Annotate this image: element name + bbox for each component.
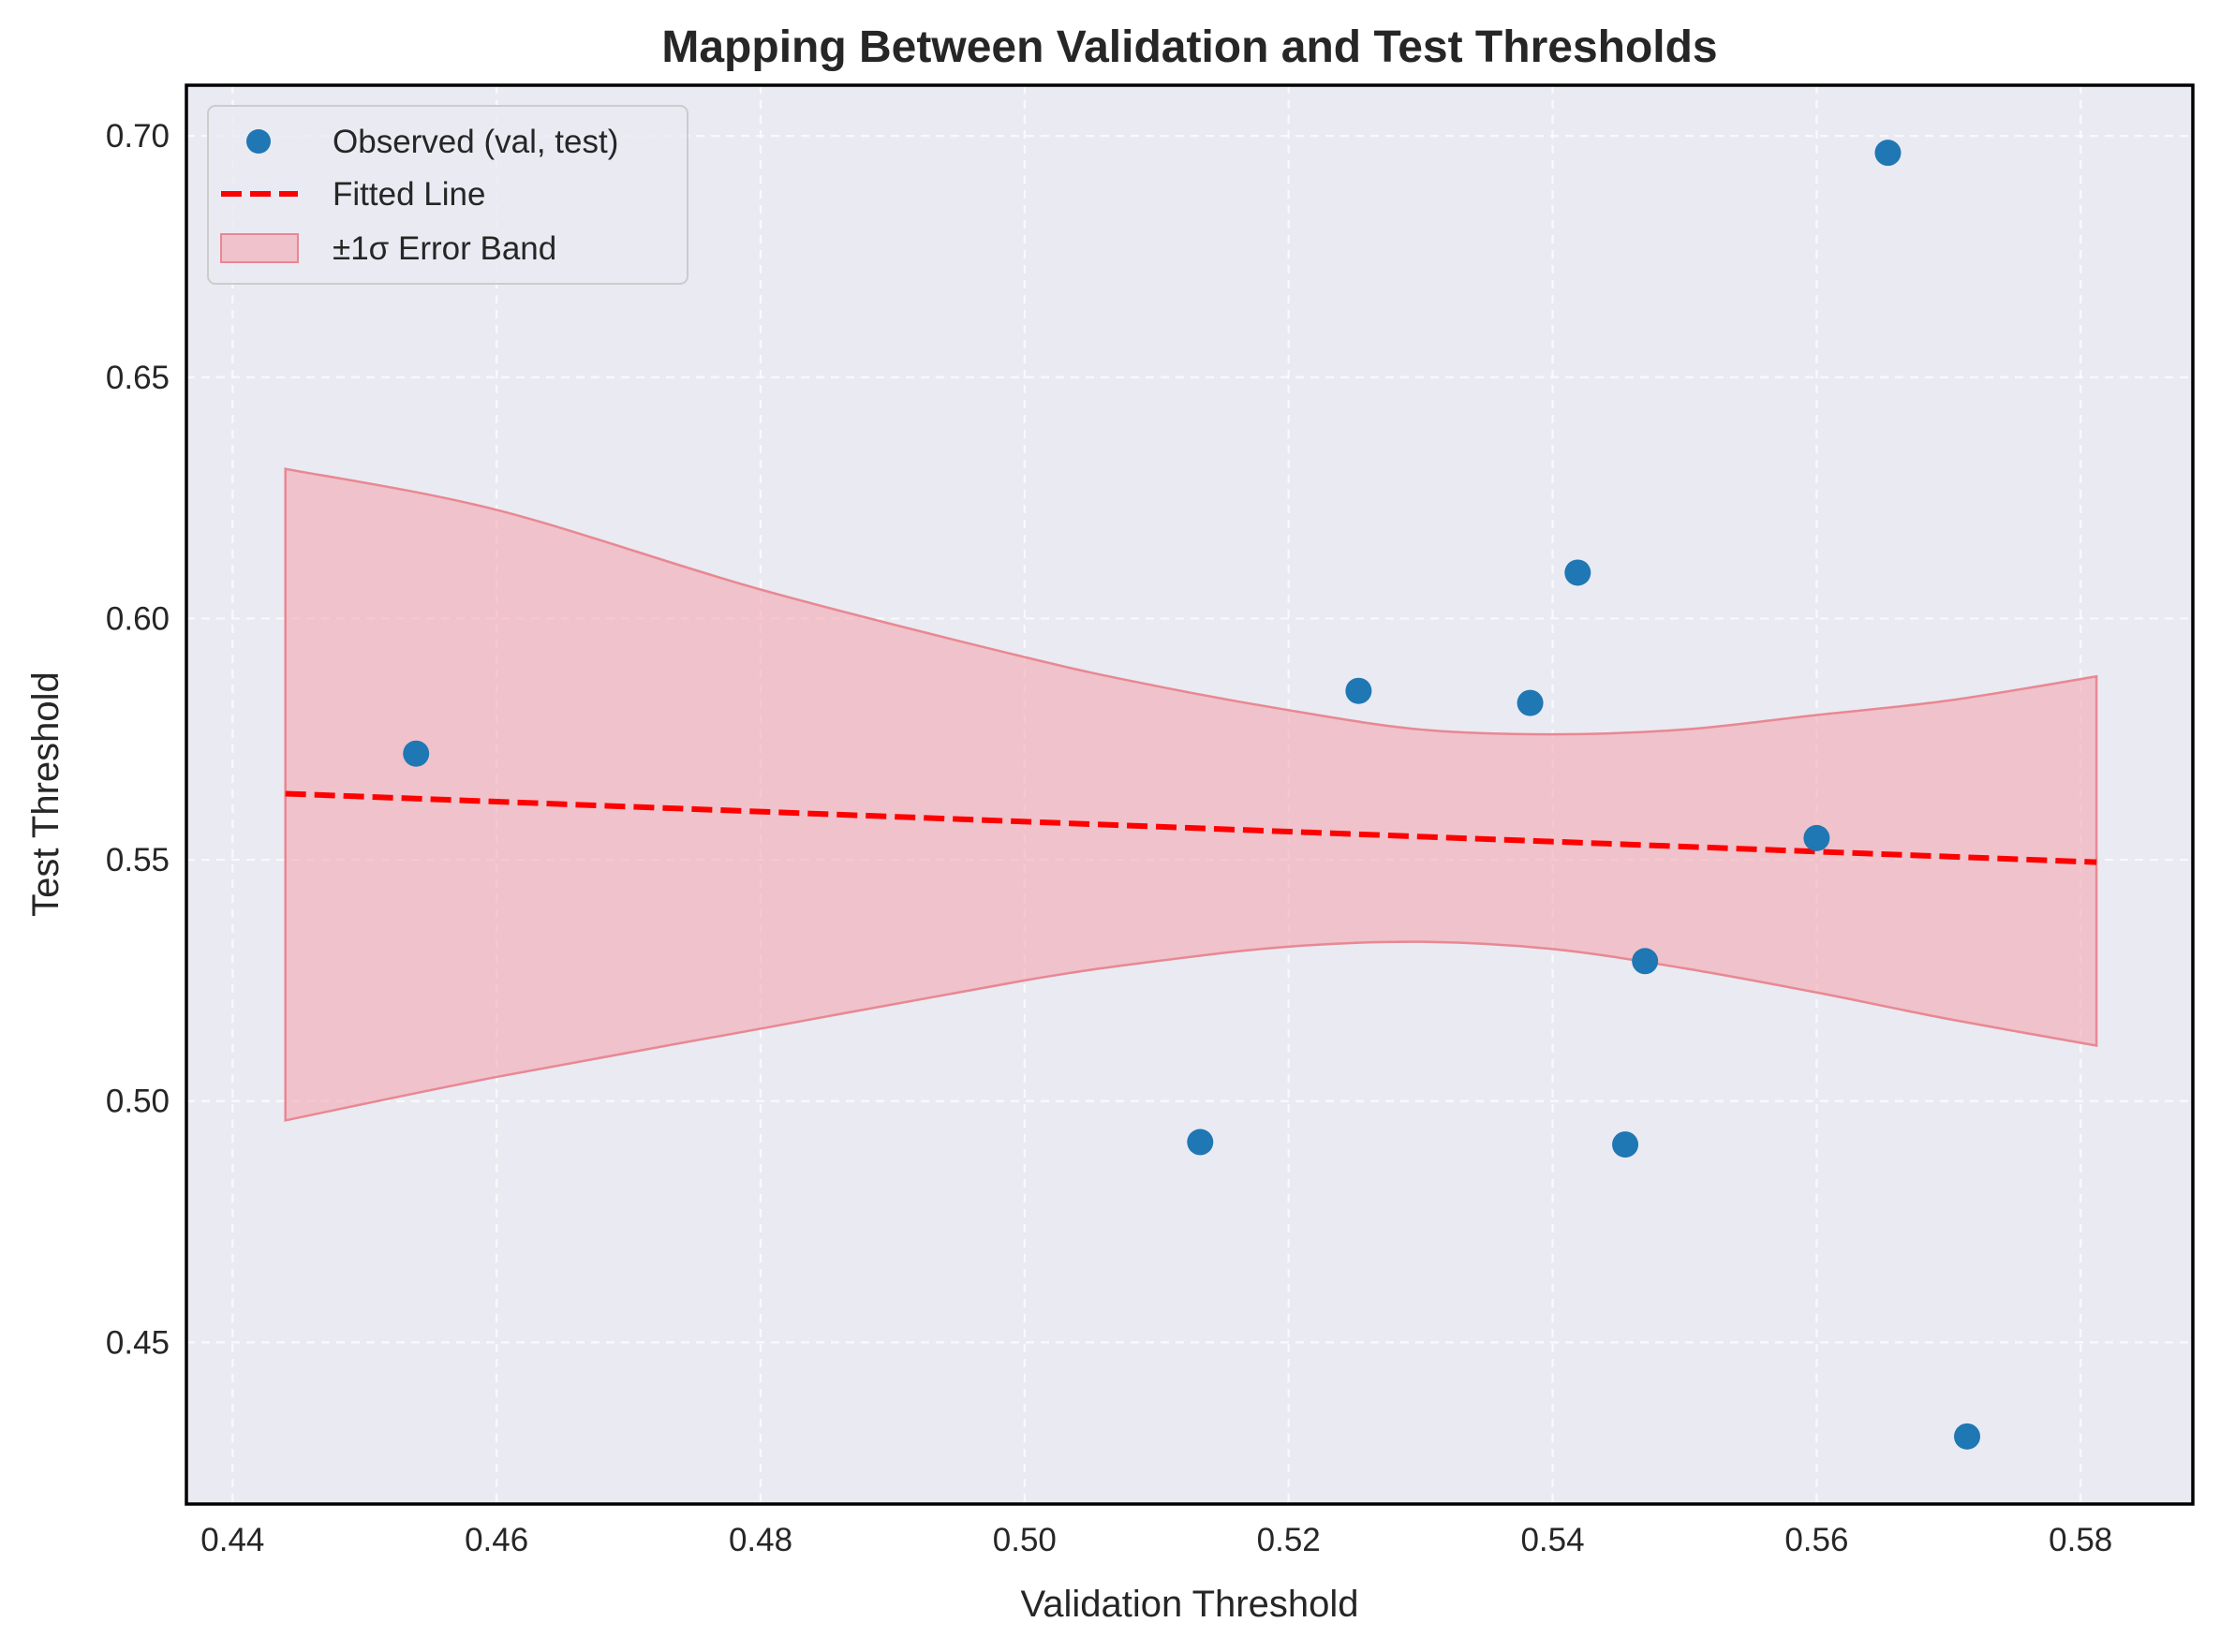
y-tick-label: 0.70 <box>106 118 170 155</box>
y-axis-ticks: 0.45 0.50 0.55 0.60 0.65 0.70 <box>106 118 170 1361</box>
legend-label-observed: Observed (val, test) <box>333 124 618 160</box>
x-tick-label: 0.44 <box>200 1522 264 1558</box>
y-tick-label: 0.50 <box>106 1084 170 1120</box>
scatter-point <box>1517 689 1544 716</box>
x-tick-label: 0.50 <box>993 1522 1057 1558</box>
x-tick-label: 0.54 <box>1520 1522 1584 1558</box>
y-tick-label: 0.45 <box>106 1324 170 1361</box>
scatter-point <box>1187 1128 1214 1156</box>
fitted-line-layer <box>285 790 2097 865</box>
x-axis-label: Validation Threshold <box>1021 1584 1359 1625</box>
x-tick-label: 0.48 <box>729 1522 792 1558</box>
scatter-point <box>1345 677 1372 704</box>
scatter-point <box>1612 1131 1639 1158</box>
x-tick-label: 0.56 <box>1784 1522 1848 1558</box>
x-tick-label: 0.46 <box>465 1522 528 1558</box>
x-axis-ticks: 0.44 0.46 0.48 0.50 0.52 0.54 0.56 0.58 <box>200 1522 2112 1558</box>
legend-box <box>207 105 688 285</box>
scatter-point <box>1954 1423 1981 1450</box>
scatter-points-layer <box>403 140 1981 1450</box>
legend-marker-observed <box>246 129 271 154</box>
y-tick-label: 0.55 <box>106 842 170 878</box>
scatter-point <box>1632 948 1659 975</box>
x-tick-label: 0.58 <box>2049 1522 2112 1558</box>
scatter-point <box>1803 824 1830 851</box>
y-tick-label: 0.60 <box>106 600 170 637</box>
legend-label-error-band: ±1σ Error Band <box>333 230 556 267</box>
legend-label-fitted-line: Fitted Line <box>333 176 485 213</box>
plot-frame <box>185 83 2195 1506</box>
chart-title: Mapping Between Validation and Test Thre… <box>661 22 1717 72</box>
legend: Observed (val, test) Fitted Line ±1σ Err… <box>207 105 688 285</box>
scatter-point <box>403 740 430 767</box>
fitted-line <box>285 790 2097 865</box>
y-axis-label: Test Threshold <box>25 671 67 917</box>
scatter-point <box>1564 559 1591 586</box>
x-tick-label: 0.52 <box>1257 1522 1321 1558</box>
scatter-point <box>1874 140 1902 167</box>
y-tick-label: 0.65 <box>106 360 170 396</box>
legend-marker-error-band <box>220 233 299 263</box>
